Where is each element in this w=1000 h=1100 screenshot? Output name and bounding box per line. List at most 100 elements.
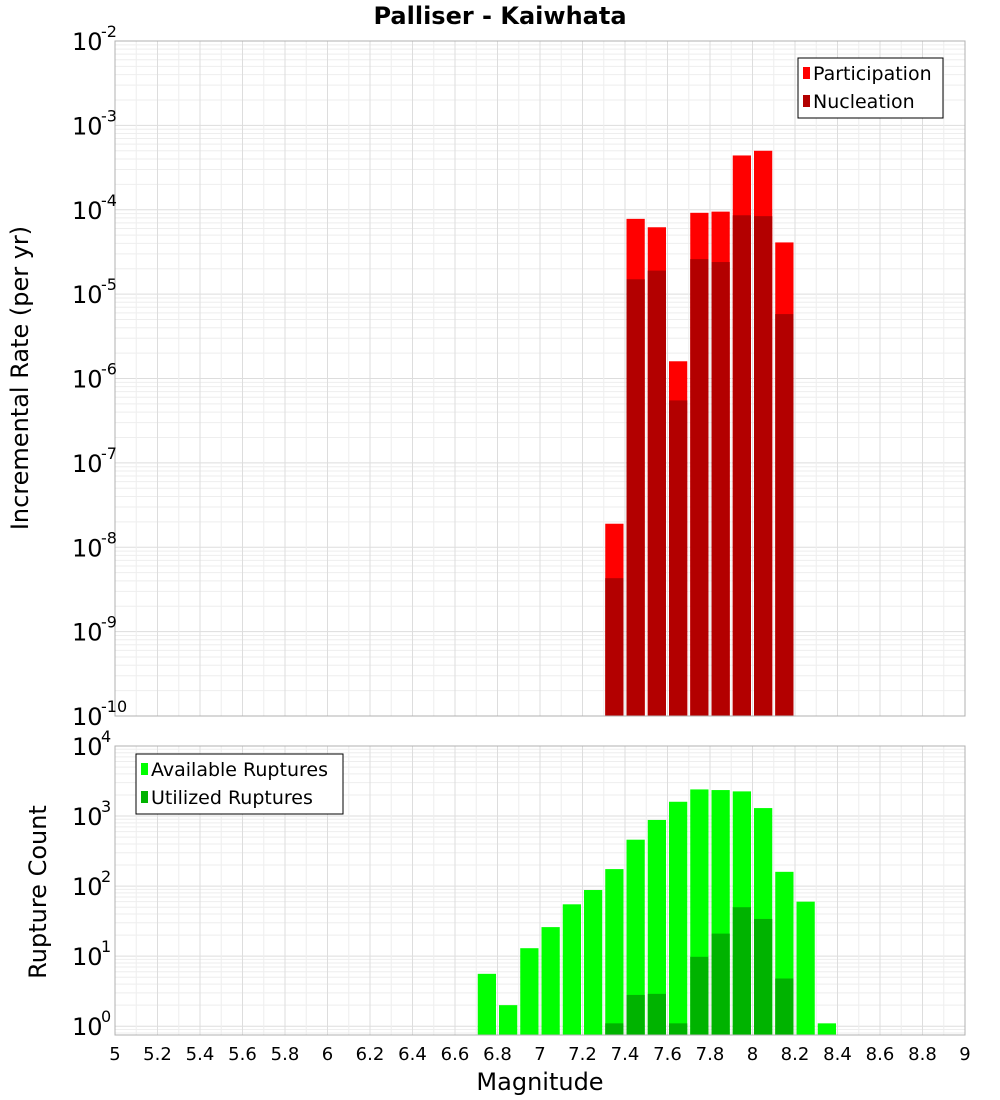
bottom-bar-utilized-ruptures [754, 918, 773, 1035]
x-tick-label: 7.4 [611, 1044, 640, 1065]
bottom-bar-available-ruptures [477, 973, 496, 1035]
x-tick-label: 8.2 [781, 1044, 810, 1065]
bottom-legend-box [135, 753, 344, 815]
x-tick-label: 5.2 [143, 1044, 172, 1065]
top-y-axis-label: Incremental Rate (per yr) [6, 226, 34, 530]
bottom-bar-utilized-ruptures [732, 907, 751, 1035]
x-tick-label: 5.8 [271, 1044, 300, 1065]
bottom-y-tick-label: 10 [72, 733, 103, 761]
top-plot-border [114, 40, 966, 717]
bottom-bar-available-ruptures [647, 819, 666, 1035]
x-tick-label: 5.4 [186, 1044, 215, 1065]
bottom-y-tick-label: 10 [72, 1013, 103, 1041]
x-tick-label: 5 [109, 1044, 120, 1065]
top-bar-nucleation [754, 216, 773, 717]
top-legend: Participation Nucleation [797, 57, 944, 119]
x-tick-label: 6.2 [356, 1044, 385, 1065]
x-tick-label: 7.2 [568, 1044, 597, 1065]
x-tick-label: 6.6 [441, 1044, 470, 1065]
top-bar-nucleation [690, 259, 709, 716]
top-y-tick-label: 10 [72, 197, 103, 225]
bottom-legend-label: Utilized Ruptures [151, 787, 313, 809]
top-legend-swatch [803, 95, 810, 107]
x-tick-label: 7 [534, 1044, 545, 1065]
bottom-y-tick-exponent: 1 [101, 937, 111, 956]
top-y-tick-exponent: -4 [101, 191, 117, 210]
top-bar-nucleation [775, 314, 794, 716]
top-y-tick-exponent: -6 [101, 360, 117, 379]
bottom-bar-available-ruptures [499, 1005, 518, 1035]
x-tick-label: 6 [322, 1044, 333, 1065]
x-tick-label: 9 [959, 1044, 970, 1065]
x-axis-label: Magnitude [476, 1068, 603, 1096]
top-bar-nucleation [626, 279, 645, 716]
top-y-tick-exponent: -10 [101, 697, 127, 716]
top-legend-box [797, 57, 944, 119]
bottom-bar-available-ruptures [626, 839, 645, 1035]
bottom-y-tick-exponent: 3 [101, 797, 111, 816]
bottom-bar-utilized-ruptures [669, 1023, 688, 1035]
top-y-tick-exponent: -2 [101, 22, 117, 41]
bottom-bar-available-ruptures [541, 927, 560, 1035]
top-legend-label: Nucleation [813, 91, 915, 113]
top-y-tick-label: 10 [72, 281, 103, 309]
bottom-bar-available-ruptures [817, 1023, 836, 1035]
bottom-legend-swatch [141, 791, 148, 803]
bottom-bar-utilized-ruptures [711, 933, 730, 1035]
top-bar-nucleation [732, 215, 751, 717]
top-y-tick-label: 10 [72, 450, 103, 478]
top-bar-nucleation [711, 262, 730, 716]
bottom-legend-label: Available Ruptures [151, 759, 328, 781]
bottom-legend-swatch [141, 763, 148, 775]
bottom-bar-utilized-ruptures [605, 1023, 624, 1035]
top-bar-nucleation [605, 578, 624, 716]
top-y-tick-label: 10 [72, 112, 103, 140]
top-y-tick-label: 10 [72, 366, 103, 394]
bottom-bar-available-ruptures [605, 869, 624, 1035]
top-y-tick-exponent: -8 [101, 528, 117, 547]
bottom-y-axis-label: Rupture Count [24, 805, 52, 979]
x-tick-label: 7.8 [696, 1044, 725, 1065]
top-legend-swatch [803, 67, 810, 79]
bottom-bar-utilized-ruptures [690, 956, 709, 1035]
bottom-bar-available-ruptures [669, 801, 688, 1035]
bottom-y-tick-label: 10 [72, 803, 103, 831]
bottom-y-tick-label: 10 [72, 873, 103, 901]
bottom-legend: Available Ruptures Utilized Ruptures [135, 753, 344, 815]
top-y-tick-label: 10 [72, 534, 103, 562]
x-tick-label: 5.6 [228, 1044, 257, 1065]
top-y-tick-exponent: -9 [101, 613, 117, 632]
top-y-tick-exponent: -5 [101, 275, 117, 294]
top-legend-label: Participation [813, 63, 932, 85]
bottom-bar-available-ruptures [796, 901, 815, 1035]
x-tick-label: 6.4 [398, 1044, 427, 1065]
bottom-bar-available-ruptures [520, 948, 539, 1035]
bottom-bar-utilized-ruptures [647, 993, 666, 1035]
top-bars [605, 150, 794, 717]
top-grid [114, 40, 966, 717]
top-y-tick-label: 10 [72, 28, 103, 56]
top-plot-panel: 10-210-310-410-510-610-710-810-910-10 Par… [72, 22, 966, 731]
bottom-plot-border [114, 745, 966, 1036]
x-tick-label: 7.6 [653, 1044, 682, 1065]
bottom-y-tick-exponent: 0 [101, 1007, 111, 1026]
bottom-bar-utilized-ruptures [775, 978, 794, 1035]
x-tick-label: 8 [747, 1044, 758, 1065]
bottom-bar-utilized-ruptures [626, 994, 645, 1035]
top-y-tick-labels: 10-210-310-410-510-610-710-810-910-10 [72, 22, 127, 731]
bottom-y-tick-exponent: 4 [101, 727, 111, 746]
x-tick-labels: 5 5.2 5.4 5.6 5.8 6 6.2 6.4 6.6 6.8 7 7.2 7.4 7.6 7.8 8… [109, 1044, 970, 1065]
bottom-y-tick-exponent: 2 [101, 867, 111, 886]
x-tick-label: 8.6 [866, 1044, 895, 1065]
x-tick-label: 8.8 [908, 1044, 937, 1065]
bottom-bar-available-ruptures [584, 890, 603, 1035]
top-bar-nucleation [647, 270, 666, 716]
top-y-tick-label: 10 [72, 619, 103, 647]
x-tick-label: 8.4 [823, 1044, 852, 1065]
top-y-tick-label: 10 [72, 703, 103, 731]
bottom-bar-available-ruptures [562, 904, 581, 1035]
top-bar-nucleation [669, 400, 688, 716]
